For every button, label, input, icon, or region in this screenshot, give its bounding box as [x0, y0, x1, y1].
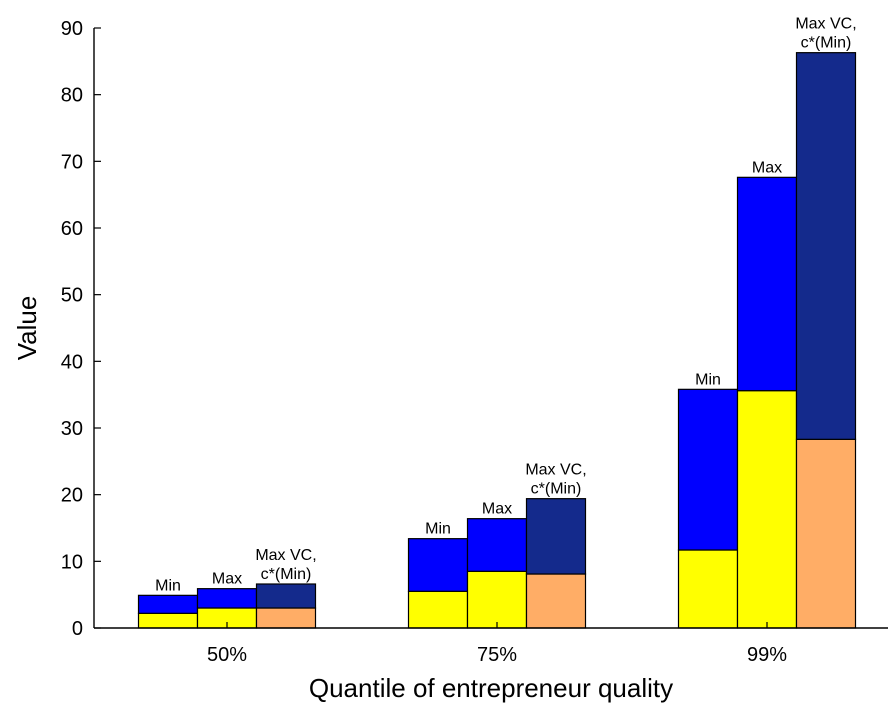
bar-label-0-2-0: Max VC, — [255, 547, 316, 564]
bar-segment-bottom-2-1 — [736, 390, 798, 629]
y-tick-label-5: 50 — [61, 285, 83, 307]
bar-segment-top-2-0 — [677, 388, 739, 551]
bar-segment-bottom-1-0 — [407, 590, 469, 629]
bar-label-1-2-1: c*(Min) — [531, 481, 582, 498]
y-tick-label-4: 40 — [61, 351, 83, 373]
bar-segment-bottom-2-0 — [677, 549, 739, 629]
bar-segment-bottom-0-0 — [137, 612, 199, 629]
bar-label-1-0-0: Min — [425, 521, 451, 538]
ticks-layer: 50% 75% 99% 0 10 20 30 40 50 60 70 80 90 — [61, 18, 787, 666]
x-axis-title: Quantile of entrepreneur quality — [309, 673, 673, 703]
bar-label-2-2-0: Max VC, — [795, 16, 856, 33]
x-tick-label-1: 75% — [477, 644, 517, 666]
x-tick-label-0: 50% — [207, 644, 247, 666]
y-tick-label-3: 30 — [61, 418, 83, 440]
y-tick-label-1: 10 — [61, 551, 83, 573]
bar-segment-top-1-2 — [525, 498, 587, 575]
bar-segment-top-0-1 — [196, 588, 258, 609]
y-tick-label-9: 90 — [61, 18, 83, 40]
y-tick-label-0: 0 — [72, 618, 83, 640]
bar-label-2-0-0: Min — [695, 371, 721, 388]
bar-label-1-1-0: Max — [482, 501, 512, 518]
bar-segment-top-2-1 — [736, 176, 798, 392]
bar-segment-top-1-1 — [466, 518, 528, 572]
bar-segment-bottom-2-2 — [795, 438, 857, 629]
bar-label-0-2-1: c*(Min) — [261, 566, 312, 583]
bar-label-2-2-1: c*(Min) — [801, 35, 852, 52]
y-tick-label-7: 70 — [61, 151, 83, 173]
bar-segment-top-1-0 — [407, 538, 469, 592]
bar-segment-top-0-2 — [255, 583, 317, 609]
axes-layer — [93, 28, 888, 629]
y-tick-label-8: 80 — [61, 85, 83, 107]
bar-segment-bottom-1-2 — [525, 573, 587, 629]
bar-label-1-2-0: Max VC, — [525, 462, 586, 479]
y-tick-label-2: 20 — [61, 485, 83, 507]
bar-segment-bottom-0-2 — [255, 607, 317, 629]
bar-segment-bottom-1-1 — [466, 570, 528, 629]
bar-segment-top-0-0 — [137, 594, 199, 614]
bar-segment-top-2-2 — [795, 52, 857, 440]
bar-labels-layer: Min Max Max VC, c*(Min) Min Max Max VC, c*(Min)… — [155, 16, 857, 595]
bars-layer — [137, 52, 857, 629]
bar-label-0-0-0: Min — [155, 577, 181, 594]
y-tick-label-6: 60 — [61, 218, 83, 240]
y-axis-title: Value — [12, 296, 42, 361]
bar-label-0-1-0: Max — [212, 571, 242, 588]
x-tick-label-2: 99% — [747, 644, 787, 666]
bar-label-2-1-0: Max — [752, 159, 782, 176]
